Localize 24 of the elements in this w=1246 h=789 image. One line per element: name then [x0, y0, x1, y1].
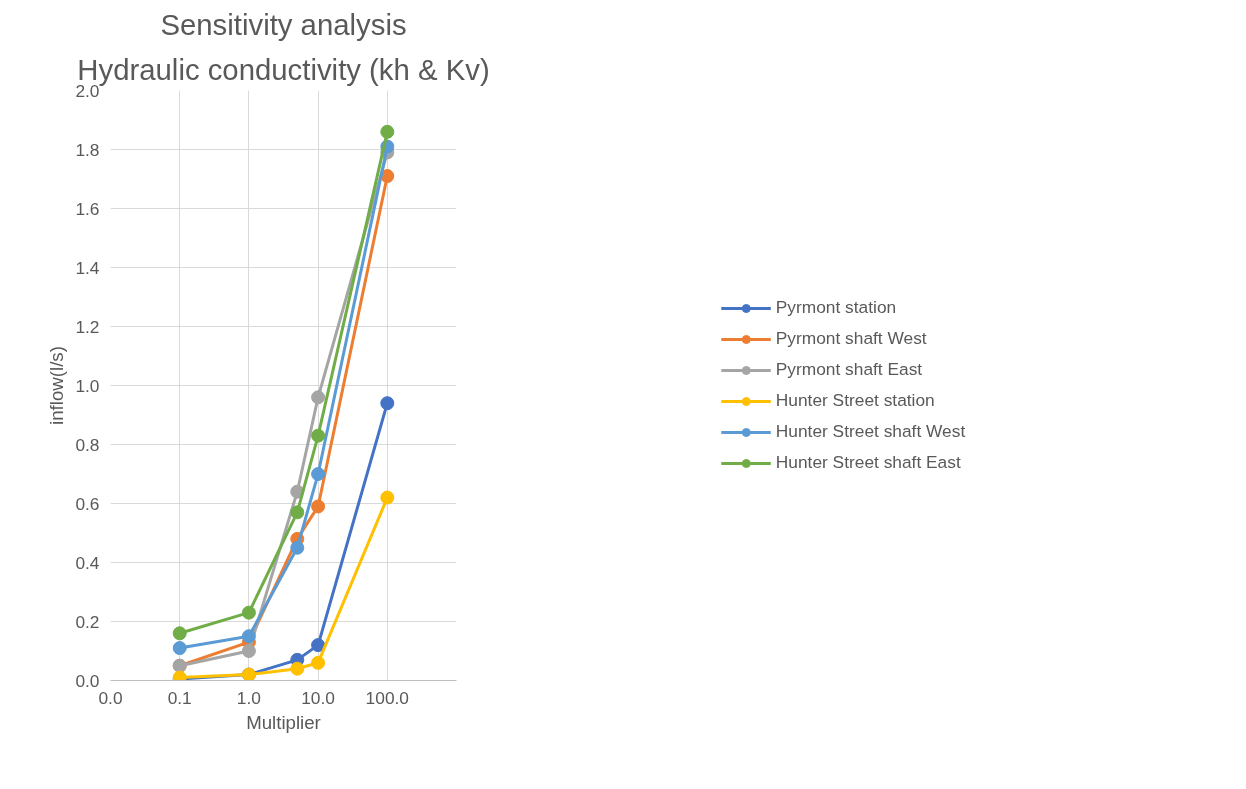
y-tick-label: 1.4 [75, 257, 100, 278]
y-tick-label: 0.0 [75, 670, 100, 691]
legend-label: Hunter Street shaft East [775, 452, 961, 473]
x-tick-label: 0.0 [98, 687, 123, 708]
legend-label: Pyrmont shaft West [775, 328, 927, 349]
y-tick-label: 1.2 [75, 316, 100, 337]
y-tick-label: 1.6 [75, 198, 100, 219]
legend-label: Pyrmont station [775, 297, 897, 318]
y-tick-label: 1.8 [75, 139, 100, 160]
y-axis-title: inflow(l/s) [46, 346, 68, 425]
x-tick-label: 10.0 [301, 687, 335, 708]
x-tick-label: 100.0 [365, 687, 409, 708]
y-tick-label: 0.6 [75, 493, 100, 514]
y-tick-label: 0.8 [75, 434, 100, 455]
x-tick-label: 1.0 [236, 687, 261, 708]
chart-title: Sensitivity analysis [160, 7, 407, 41]
x-tick-label: 0.1 [167, 687, 192, 708]
legend-label: Pyrmont shaft East [775, 359, 923, 380]
legend-label: Hunter Street shaft West [775, 421, 966, 442]
y-tick-label: 1.0 [75, 375, 100, 396]
y-tick-label: 0.4 [75, 552, 100, 573]
legend-label: Hunter Street station [775, 390, 935, 411]
x-axis-title: Multiplier [246, 711, 321, 733]
y-tick-label: 0.2 [75, 611, 100, 632]
